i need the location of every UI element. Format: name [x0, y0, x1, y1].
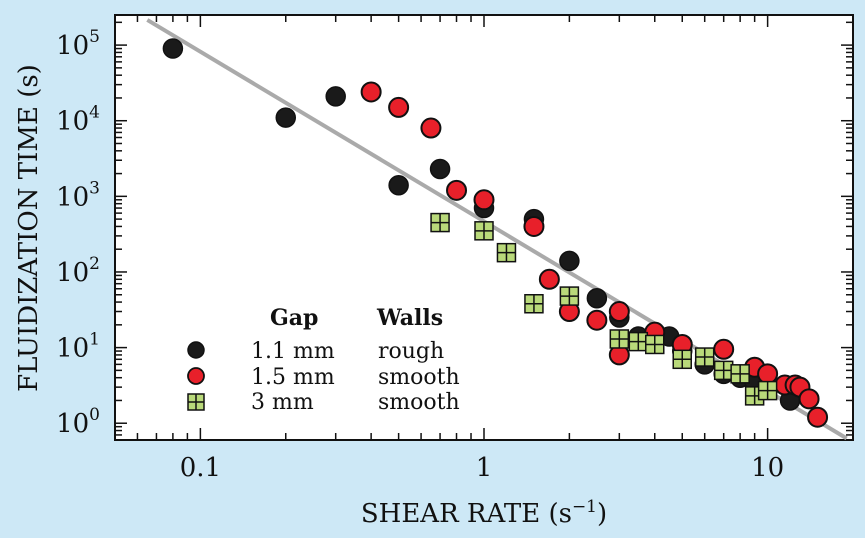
- y-tick-label: 102: [56, 254, 100, 288]
- x-tick-label: 10: [751, 453, 784, 483]
- point-1-5-mm: [807, 406, 829, 428]
- point-1-5-mm: [388, 96, 410, 118]
- x-tick-label: 0.1: [180, 453, 221, 483]
- point-1-5-mm: [420, 117, 442, 139]
- point-3-mm: [694, 347, 715, 367]
- x-axis-title-main: SHEAR RATE (s: [361, 499, 572, 529]
- point-1-1-mm: [586, 287, 608, 309]
- point-3-mm: [628, 331, 649, 352]
- point-1-1-mm: [559, 250, 580, 272]
- x-axis-title: SHEAR RATE (s−1): [361, 497, 607, 529]
- legend-marker-1-1mm: [187, 341, 205, 359]
- point-1-5-mm: [757, 363, 779, 385]
- x-tick-label: 1: [476, 453, 493, 483]
- point-3-mm: [496, 242, 517, 263]
- legend-walls-smooth-1: smooth: [378, 365, 460, 390]
- point-1-5-mm: [608, 301, 630, 323]
- point-3-mm: [609, 329, 630, 349]
- point-1-5-mm: [523, 215, 545, 237]
- point-1-1-mm: [388, 175, 409, 196]
- y-tick-label: 105: [56, 27, 100, 61]
- legend-walls-rough: rough: [378, 339, 444, 364]
- legend-gap-3mm: 3 mm: [251, 390, 314, 415]
- point-3-mm: [730, 364, 750, 384]
- point-1-1-mm: [162, 38, 184, 59]
- point-1-1-mm: [275, 107, 297, 128]
- x-axis-title-end: ): [597, 499, 607, 529]
- legend-marker-1-5mm: [187, 367, 205, 385]
- legend: Gap Walls 1.1 mm rough 1.5 mm smooth 3 m…: [187, 305, 460, 415]
- legend-marker-3mm: [187, 393, 205, 411]
- y-tick-label: 101: [56, 330, 100, 364]
- point-1-5-mm: [538, 268, 560, 290]
- point-3-mm: [524, 294, 544, 314]
- point-1-5-mm: [713, 338, 735, 360]
- point-1-1-mm: [429, 158, 451, 180]
- y-tick-label: 100: [56, 405, 100, 439]
- point-3-mm: [645, 334, 665, 355]
- point-1-5-mm: [446, 179, 468, 201]
- point-1-1-mm: [325, 86, 346, 107]
- y-tick-label: 104: [56, 103, 100, 137]
- y-tick-label: 103: [56, 178, 100, 212]
- x-axis-title-sup: −1: [572, 497, 597, 517]
- legend-gap-1-5mm: 1.5 mm: [251, 365, 335, 390]
- point-1-5-mm: [586, 309, 608, 331]
- legend-walls-header: Walls: [376, 305, 443, 331]
- point-3-mm: [430, 212, 450, 233]
- point-3-mm: [474, 221, 494, 241]
- point-3-mm: [672, 349, 692, 370]
- point-1-5-mm: [360, 81, 382, 103]
- point-3-mm: [559, 286, 580, 306]
- point-3-mm: [713, 360, 734, 381]
- legend-gap-header: Gap: [270, 305, 318, 331]
- y-axis-title: FLUIDIZATION TIME (s): [14, 64, 44, 392]
- point-3-mm: [757, 380, 778, 401]
- legend-walls-smooth-2: smooth: [378, 390, 460, 415]
- legend-gap-1-1mm: 1.1 mm: [251, 339, 335, 364]
- point-1-5-mm: [798, 388, 820, 410]
- point-1-5-mm: [473, 189, 495, 211]
